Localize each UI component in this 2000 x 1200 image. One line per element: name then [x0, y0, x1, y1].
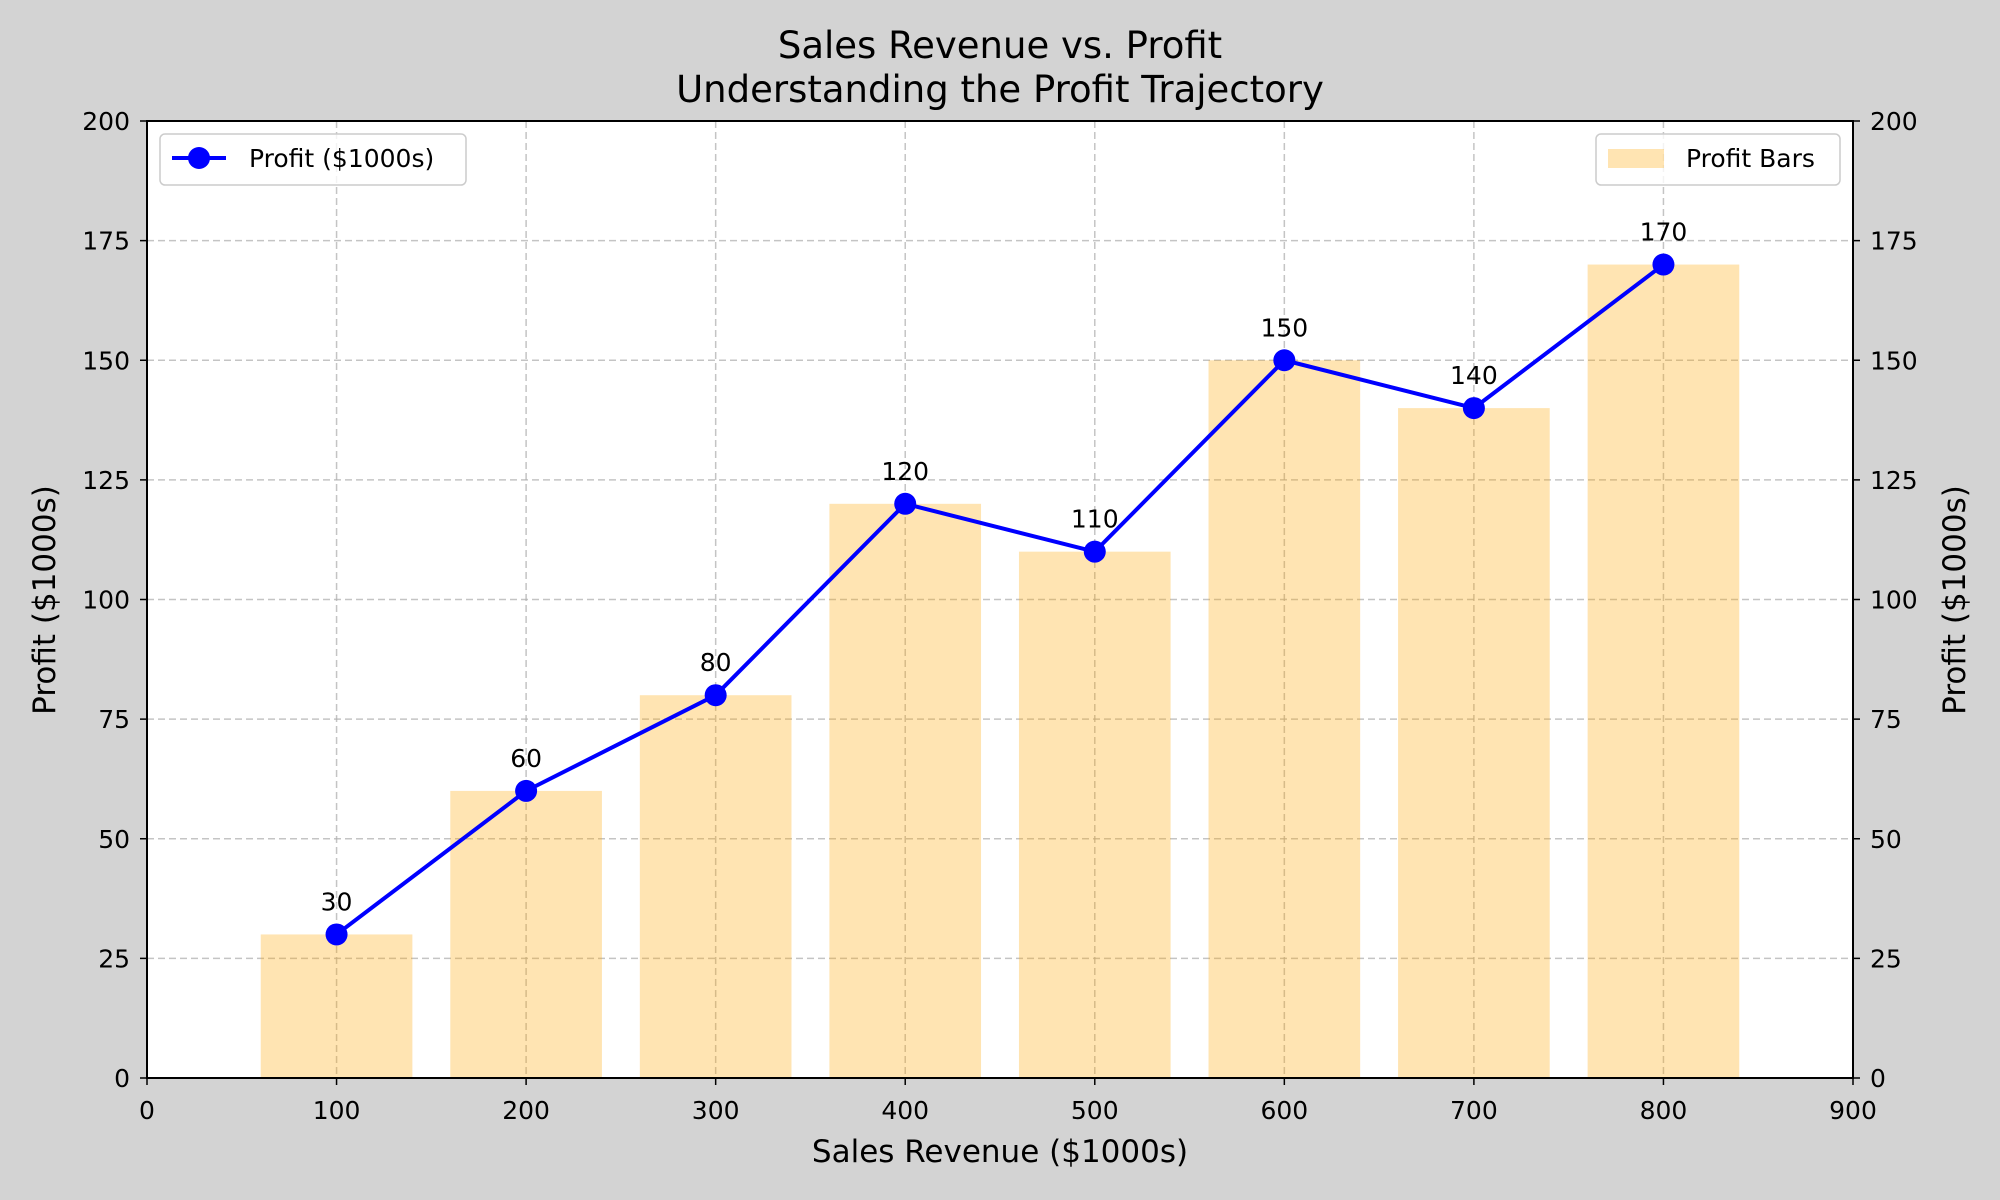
- y-tick-label-left: 25: [98, 944, 130, 973]
- data-label: 120: [881, 457, 929, 486]
- y-tick-label-left: 125: [82, 466, 130, 495]
- bars: [260, 264, 1740, 1079]
- y-tick-label-left: 50: [98, 825, 130, 854]
- bar: [450, 790, 602, 1078]
- profit-line: [335, 262, 1665, 937]
- data-label: 60: [510, 744, 542, 773]
- y-tick-label-left: 175: [82, 227, 130, 256]
- y-tick-label-right: 125: [1870, 466, 1918, 495]
- y-tick-label-left: 75: [98, 705, 130, 734]
- x-tick-label: 0: [139, 1096, 155, 1125]
- legend-line-marker: [188, 147, 210, 169]
- data-point: [1652, 253, 1675, 276]
- bar: [639, 695, 792, 1078]
- y-tick-label-right: 0: [1870, 1064, 1886, 1093]
- data-label: 30: [321, 887, 353, 916]
- grid: [147, 121, 1853, 1078]
- y-tick-label-right: 25: [1870, 944, 1902, 973]
- legend-bars: Profit Bars: [1595, 133, 1841, 186]
- y-tick-label-right: 150: [1870, 346, 1918, 375]
- chart-title: Sales Revenue vs. Profit: [778, 24, 1222, 67]
- data-point: [515, 779, 538, 802]
- y-tick-label-right: 200: [1870, 107, 1918, 136]
- y-axis-left: 0 25 50 75 100 125 150 175 200: [82, 107, 147, 1093]
- y-tick-label-right: 50: [1870, 825, 1902, 854]
- y-axis-label-left: Profit ($1000s): [27, 485, 63, 715]
- data-labels: 30 60 80 120 110 150 140 170: [321, 218, 1688, 917]
- data-point: [1273, 349, 1296, 372]
- data-label: 110: [1071, 505, 1119, 534]
- data-point: [704, 684, 727, 707]
- bar: [1208, 360, 1361, 1078]
- x-tick-label: 800: [1640, 1096, 1688, 1125]
- bar: [1587, 264, 1740, 1078]
- legend-bars-label: Profit Bars: [1686, 144, 1815, 173]
- data-label: 140: [1450, 361, 1498, 390]
- y-tick-label-left: 200: [82, 107, 130, 136]
- y-axis-label-right: Profit ($1000s): [1937, 485, 1973, 715]
- bar: [829, 503, 982, 1078]
- x-tick-label: 600: [1260, 1096, 1308, 1125]
- bar: [1398, 408, 1550, 1079]
- bar: [260, 934, 413, 1078]
- x-axis-label: Sales Revenue ($1000s): [812, 1134, 1188, 1170]
- y-axis-right: 0 25 50 75 100 125 150 175 200: [1853, 107, 1918, 1093]
- data-point: [1462, 397, 1485, 420]
- x-tick-label: 100: [313, 1096, 361, 1125]
- profit-line-path: [335, 262, 1665, 937]
- y-tick-label-right: 75: [1870, 705, 1902, 734]
- bar: [1018, 551, 1171, 1078]
- legend-bars-swatch: [1608, 149, 1664, 168]
- legend-line: Profit ($1000s): [159, 133, 467, 186]
- data-label: 170: [1640, 218, 1688, 247]
- x-tick-label: 700: [1450, 1096, 1498, 1125]
- x-tick-label: 200: [502, 1096, 550, 1125]
- x-axis: 0 100 200 300 400 500 600 700 800 900: [139, 1078, 1877, 1125]
- data-point: [325, 923, 348, 946]
- data-point: [1083, 540, 1106, 563]
- x-tick-label: 400: [881, 1096, 929, 1125]
- x-tick-label: 900: [1829, 1096, 1877, 1125]
- legend-line-box: [159, 133, 467, 186]
- profit-points: [325, 253, 1675, 946]
- chart-subtitle: Understanding the Profit Trajectory: [676, 68, 1324, 111]
- y-tick-label-right: 175: [1870, 227, 1918, 256]
- x-tick-label: 300: [692, 1096, 740, 1125]
- data-label: 150: [1260, 313, 1308, 342]
- legend-bars-box: [1595, 133, 1841, 186]
- legend-line-label: Profit ($1000s): [249, 144, 434, 173]
- y-tick-label-left: 100: [82, 586, 130, 615]
- data-label: 80: [700, 648, 732, 677]
- data-point: [894, 492, 917, 515]
- y-tick-label-left: 150: [82, 346, 130, 375]
- x-tick-label: 500: [1071, 1096, 1119, 1125]
- y-tick-label-right: 100: [1870, 586, 1918, 615]
- y-tick-label-left: 0: [114, 1064, 130, 1093]
